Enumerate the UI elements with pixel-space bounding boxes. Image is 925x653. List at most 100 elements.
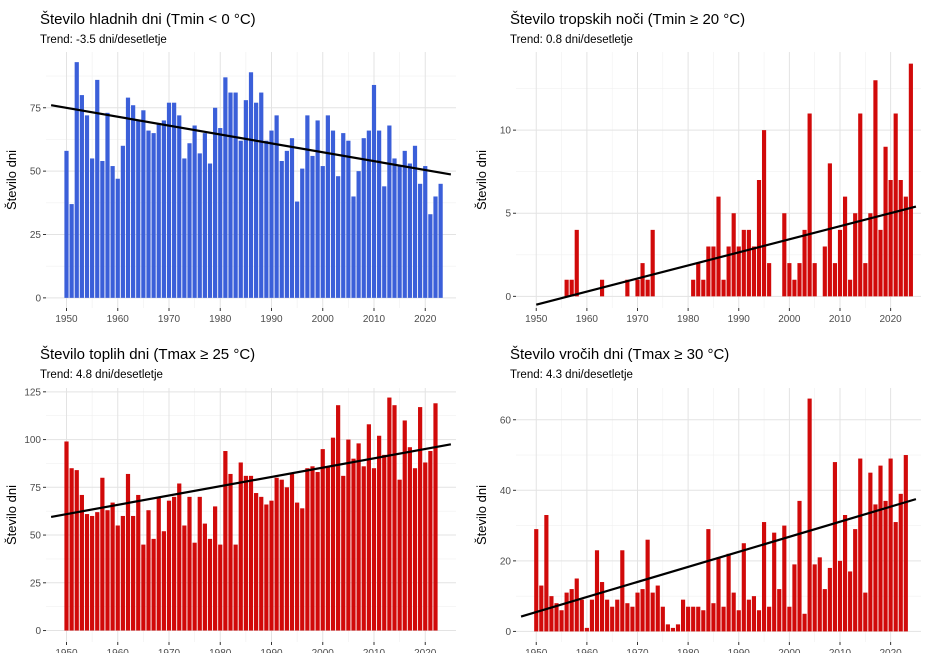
- y-tick-label: 125: [24, 387, 41, 398]
- bar-1992: [746, 599, 751, 632]
- bar-2008: [827, 567, 832, 632]
- bar-1995: [761, 130, 767, 297]
- bar-1977: [670, 627, 676, 632]
- bar-2007: [822, 246, 827, 297]
- bar-1997: [772, 532, 777, 632]
- bar-1954: [84, 514, 90, 631]
- bar-1972: [177, 115, 182, 298]
- bar-1989: [264, 504, 269, 631]
- bar-1960: [115, 178, 120, 298]
- chart-panel-hot-days: Število vročih dni (Tmax ≥ 30 °C) Trend:…: [460, 326, 925, 653]
- bar-1963: [131, 515, 136, 631]
- y-tick-label: 50: [30, 531, 42, 542]
- bar-2018: [412, 145, 418, 298]
- bar-2009: [832, 263, 838, 297]
- chart-panel-tropical-nights: Število tropskih noči (Tmin ≥ 20 °C) Tre…: [460, 0, 925, 326]
- chart-title: Število toplih dni (Tmax ≥ 25 °C): [40, 346, 256, 363]
- bar-2016: [868, 213, 873, 297]
- bar-1971: [640, 589, 645, 632]
- bar-1980: [686, 606, 691, 632]
- bar-2020: [423, 462, 428, 631]
- bar-2017: [407, 163, 412, 298]
- bar-1951: [69, 468, 74, 631]
- bar-1980: [218, 128, 223, 298]
- bar-1978: [207, 163, 213, 298]
- bar-2005: [812, 564, 817, 632]
- x-tick-label: 1960: [107, 314, 130, 325]
- bar-1998: [310, 155, 315, 298]
- bar-2010: [837, 560, 843, 632]
- bar-2003: [802, 229, 807, 297]
- bar-2021: [893, 522, 898, 632]
- bar-1999: [782, 213, 787, 297]
- bar-1954: [554, 603, 559, 632]
- bar-2002: [797, 500, 802, 632]
- y-tick-label: 100: [24, 435, 41, 446]
- bar-2017: [407, 447, 412, 631]
- x-tick-label: 1950: [525, 314, 548, 325]
- y-tick-label: 10: [500, 126, 512, 137]
- bar-1958: [574, 578, 579, 632]
- bar-1970: [635, 592, 640, 632]
- trend-line: [520, 498, 917, 618]
- bar-1996: [767, 263, 772, 297]
- bar-2014: [858, 113, 863, 297]
- bar-1986: [716, 557, 721, 632]
- bar-1981: [691, 606, 696, 632]
- bar-2016: [868, 472, 873, 632]
- x-tick-label: 1980: [209, 648, 232, 653]
- bar-1956: [564, 592, 569, 632]
- chart-panel-cold-days: Število hladnih dni (Tmin < 0 °C) Trend:…: [0, 0, 460, 326]
- bar-1964: [605, 599, 610, 632]
- x-tick-label: 1990: [260, 648, 283, 653]
- bar-1962: [125, 473, 131, 631]
- bar-1988: [726, 553, 731, 632]
- bar-1990: [736, 246, 741, 297]
- bar-1981: [223, 451, 228, 631]
- bar-1956: [564, 279, 569, 297]
- x-tick-label: 1970: [158, 314, 181, 325]
- bar-2006: [351, 196, 356, 298]
- y-tick-label: 75: [30, 483, 42, 494]
- bar-2023: [903, 455, 908, 632]
- bar-1955: [90, 158, 95, 298]
- bar-1974: [187, 143, 192, 298]
- bar-1981: [691, 279, 696, 297]
- bar-2009: [366, 424, 371, 631]
- bar-1992: [279, 479, 284, 631]
- chart-title: Število hladnih dni (Tmin < 0 °C): [40, 11, 256, 28]
- bar-1967: [620, 550, 625, 632]
- bar-2003: [336, 176, 341, 298]
- x-tick-label: 2010: [829, 648, 852, 653]
- bar-2014: [392, 405, 397, 631]
- bar-1975: [660, 606, 665, 632]
- bar-1959: [110, 166, 115, 298]
- x-tick-label: 2000: [778, 314, 801, 325]
- x-tick-label: 1970: [626, 314, 649, 325]
- bar-1965: [141, 110, 146, 298]
- bar-1984: [238, 140, 243, 298]
- bar-1989: [731, 592, 736, 632]
- x-tick-label: 1980: [677, 314, 700, 325]
- bar-1966: [615, 599, 620, 632]
- bar-2000: [320, 449, 325, 631]
- bar-1950: [534, 529, 539, 632]
- x-tick-label: 1960: [576, 314, 599, 325]
- bar-1975: [192, 125, 197, 298]
- bar-2004: [341, 133, 346, 298]
- bar-1991: [741, 229, 746, 297]
- bar-1958: [105, 510, 110, 631]
- bar-1974: [187, 496, 192, 631]
- bar-1969: [161, 120, 166, 298]
- bar-1959: [110, 502, 115, 631]
- bar-2000: [787, 263, 792, 297]
- x-tick-label: 1950: [55, 314, 78, 325]
- chart-subtitle: Trend: 4.3 dni/desetletje: [510, 369, 633, 381]
- x-tick-label: 2000: [312, 314, 335, 325]
- bar-1984: [238, 462, 243, 631]
- bar-1950: [64, 150, 69, 298]
- bar-1993: [284, 487, 289, 631]
- y-axis-title: Število dni: [4, 485, 19, 545]
- bar-1978: [675, 624, 681, 632]
- bar-1979: [213, 506, 218, 631]
